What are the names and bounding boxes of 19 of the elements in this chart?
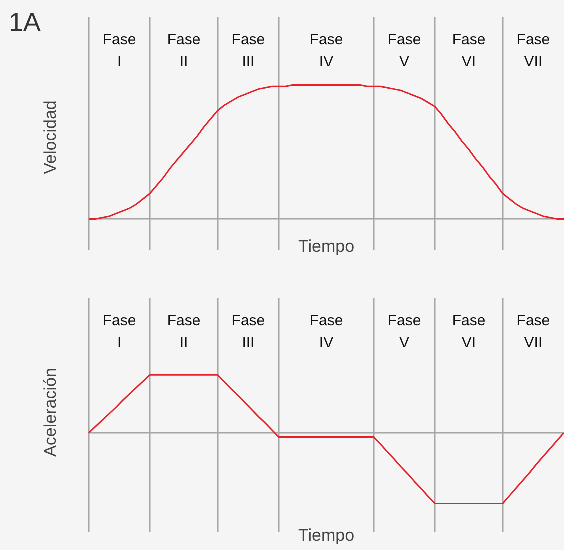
text: Fase IV <box>310 312 344 352</box>
text: Fase V <box>388 32 422 70</box>
text: Fase VI <box>452 32 486 70</box>
text: Fase VII <box>516 32 550 70</box>
text: Fase III <box>232 32 266 70</box>
text: Fase II <box>167 312 201 352</box>
text: Fase II <box>167 32 201 70</box>
x-axis-title: Tiempo <box>298 526 355 545</box>
chart-title: 1A <box>9 7 42 37</box>
x-axis-title: Tiempo <box>298 237 355 256</box>
text: Fase VII <box>516 312 550 352</box>
y-axis-title: Velocidad <box>41 100 60 174</box>
text: Fase III <box>232 312 266 352</box>
text: Fase I <box>102 32 136 70</box>
text: Fase V <box>388 312 422 352</box>
text: Fase I <box>102 312 136 352</box>
text: Fase VI <box>452 312 486 352</box>
y-axis-title: Aceleración <box>41 368 60 457</box>
text: Fase IV <box>310 32 344 70</box>
